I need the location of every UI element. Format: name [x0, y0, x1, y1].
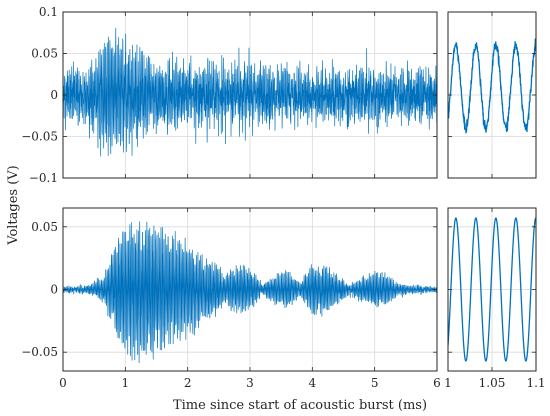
panel-top-main: −0.1 −0.05 0 0.05 0.1: [21, 5, 438, 185]
y-tick-label: 0.05: [31, 47, 58, 61]
y-tick-label: 0: [50, 283, 58, 297]
x-tick-label: 0: [59, 376, 67, 390]
y-axis-label: Voltages (V): [6, 165, 21, 246]
y-tick-label: −0.05: [21, 345, 58, 359]
series-line: [63, 221, 437, 364]
x-tick-label: 5: [371, 376, 379, 390]
x-tick-label: 4: [309, 376, 317, 390]
y-tick-label: 0: [50, 88, 58, 102]
x-tick-label: 1.05: [479, 376, 506, 390]
x-tick-label: 2: [184, 376, 192, 390]
y-tick-label: 0.05: [31, 220, 58, 234]
series-line: [448, 38, 536, 134]
series-line: [448, 217, 536, 362]
panel-top-zoom: [447, 11, 537, 179]
y-tick-label: 0.1: [39, 5, 58, 19]
x-tick-label: 1.1: [526, 376, 545, 390]
x-tick-label: 1: [122, 376, 130, 390]
y-tick-label: −0.1: [29, 171, 58, 185]
x-axis-label: Time since start of acoustic burst (ms): [173, 398, 427, 413]
panel-bottom-zoom: 1 1.05 1.1: [444, 207, 546, 390]
x-tick-label: 1: [444, 376, 452, 390]
panel-bottom-main: 0 1 2 3 4 5 6 −0.05 0 0.05: [21, 207, 441, 390]
series-line: [63, 27, 437, 157]
x-tick-label: 3: [246, 376, 254, 390]
x-tick-label: 6: [433, 376, 441, 390]
y-tick-label: −0.05: [21, 130, 58, 144]
